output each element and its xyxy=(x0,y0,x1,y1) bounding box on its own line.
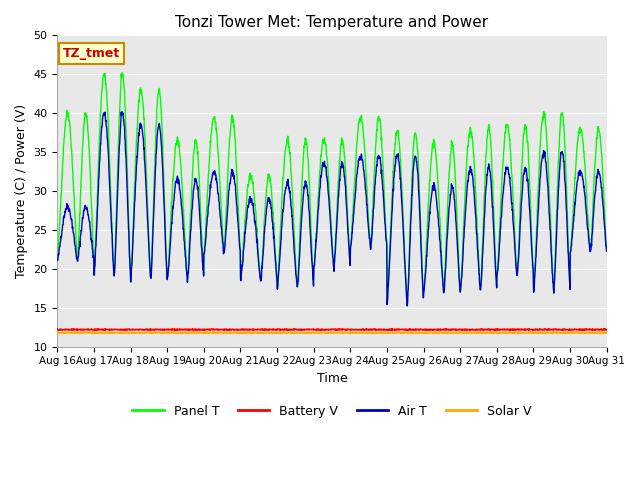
Battery V xyxy=(278,327,285,333)
Panel T xyxy=(603,247,611,253)
Battery V xyxy=(388,326,396,332)
Solar V xyxy=(413,331,421,336)
Air T xyxy=(281,192,289,197)
Solar V xyxy=(281,330,289,336)
Solar V xyxy=(171,330,179,336)
Air T xyxy=(403,303,411,309)
Air T xyxy=(429,187,436,192)
Solar V xyxy=(429,330,436,336)
Line: Solar V: Solar V xyxy=(58,332,607,334)
Air T xyxy=(54,257,61,263)
Line: Battery V: Battery V xyxy=(58,329,607,330)
Battery V xyxy=(429,327,436,333)
Panel T xyxy=(259,243,267,249)
Battery V xyxy=(603,327,611,333)
Battery V xyxy=(54,326,61,332)
Solar V xyxy=(85,330,93,336)
Panel T xyxy=(403,303,411,309)
Battery V xyxy=(85,326,93,332)
Battery V xyxy=(281,326,289,332)
Panel T xyxy=(429,144,436,150)
Panel T xyxy=(278,199,285,205)
Y-axis label: Temperature (C) / Power (V): Temperature (C) / Power (V) xyxy=(15,104,28,278)
Battery V xyxy=(259,326,267,332)
Solar V xyxy=(603,330,611,336)
Battery V xyxy=(122,327,130,333)
Air T xyxy=(171,186,179,192)
Solar V xyxy=(259,330,267,336)
X-axis label: Time: Time xyxy=(317,372,348,385)
Air T xyxy=(85,216,93,222)
Title: Tonzi Tower Met: Temperature and Power: Tonzi Tower Met: Temperature and Power xyxy=(175,15,488,30)
Air T xyxy=(278,224,285,230)
Panel T xyxy=(85,143,93,148)
Battery V xyxy=(171,326,179,332)
Solar V xyxy=(89,329,97,335)
Text: TZ_tmet: TZ_tmet xyxy=(63,47,120,60)
Air T xyxy=(118,109,126,115)
Panel T xyxy=(118,70,126,76)
Panel T xyxy=(54,257,61,263)
Solar V xyxy=(54,330,61,336)
Air T xyxy=(259,252,267,257)
Solar V xyxy=(278,330,285,336)
Panel T xyxy=(281,154,289,159)
Legend: Panel T, Battery V, Air T, Solar V: Panel T, Battery V, Air T, Solar V xyxy=(127,400,536,423)
Panel T xyxy=(171,150,179,156)
Line: Panel T: Panel T xyxy=(58,73,607,306)
Air T xyxy=(603,248,611,254)
Line: Air T: Air T xyxy=(58,112,607,306)
